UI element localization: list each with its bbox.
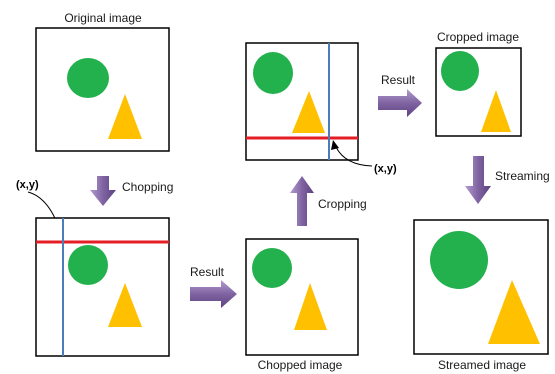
green-circle-shape [68,245,108,285]
cropping-arrow [290,176,314,226]
cropping-label: Cropping [318,197,367,211]
cropped-image-label: Cropped image [437,30,519,44]
streamed-image-panel [413,219,549,355]
yellow-triangle-shape [294,283,327,330]
result-label-2: Result [381,73,416,87]
yellow-triangle-shape [481,90,511,132]
chopped-image-label: Chopped image [258,358,343,372]
streamed-image-label: Streamed image [438,358,526,372]
original-image-label: Original image [64,11,142,25]
yellow-triangle-shape [292,91,325,133]
result-arrow-1 [190,280,237,308]
point-label-cropping: (x,y) [374,163,397,175]
result-label-1: Result [190,265,225,279]
chopping-label: Chopping [122,180,173,194]
streaming-label: Streaming [495,169,550,183]
cropped-image-panel [435,47,522,137]
chopping-panel [35,217,170,357]
green-circle-shape [430,231,488,289]
chopped-image-panel [245,238,359,356]
green-circle-shape [252,248,292,288]
chopping-arrow [90,176,116,206]
yellow-triangle-shape [108,94,142,139]
yellow-triangle-shape [488,280,540,344]
point-label-chopping: (x,y) [16,179,39,191]
green-circle-shape [253,52,293,94]
original-image-panel [35,27,170,152]
streaming-arrow [465,156,491,204]
result-arrow-2 [378,89,422,117]
yellow-triangle-shape [108,283,142,327]
cropping-panel [245,42,359,161]
green-circle-shape [67,58,109,98]
green-circle-shape [441,51,479,91]
